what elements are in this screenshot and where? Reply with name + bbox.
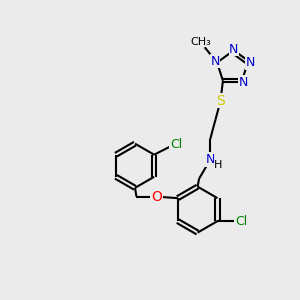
Text: CH₃: CH₃ [191,37,212,47]
Text: N: N [229,43,239,56]
Text: N: N [239,76,248,88]
Text: N: N [206,153,215,166]
Text: N: N [246,56,256,69]
Text: Cl: Cl [170,138,182,151]
Text: S: S [216,94,225,108]
Text: H: H [214,160,223,170]
Text: Cl: Cl [235,214,247,228]
Text: N: N [210,55,220,68]
Text: O: O [151,190,162,204]
